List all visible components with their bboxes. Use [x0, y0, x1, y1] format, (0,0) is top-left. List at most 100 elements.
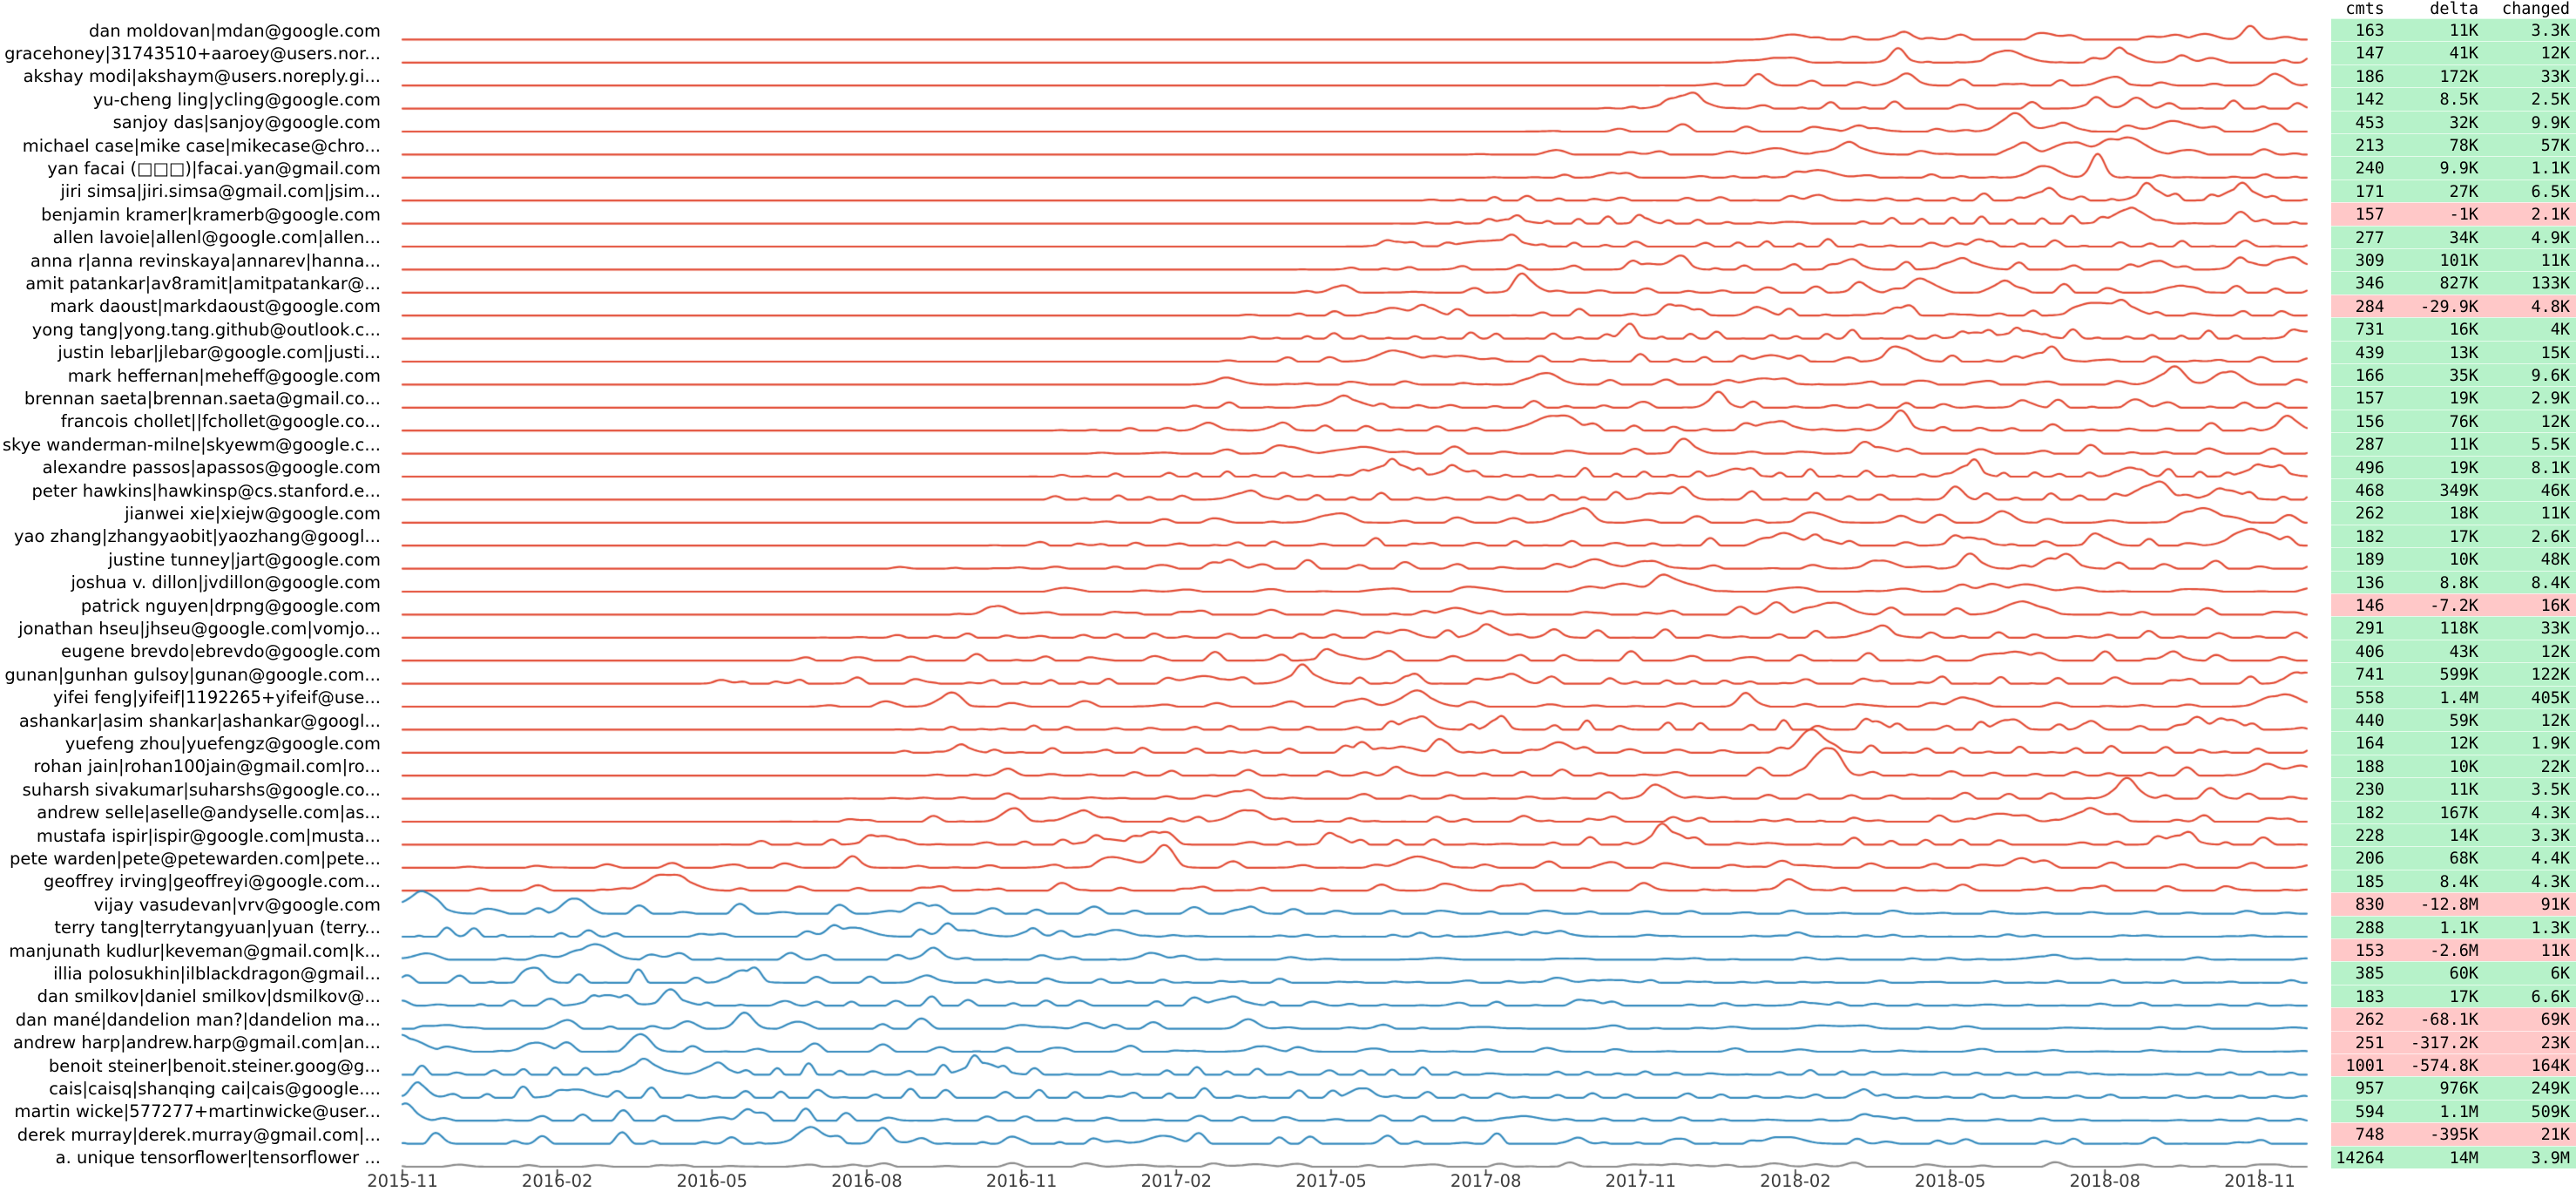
stat-changed: 3.9M — [2531, 1148, 2570, 1168]
stat-delta: 172K — [2439, 67, 2478, 86]
stat-cmts: 186 — [2355, 67, 2384, 86]
contributor-label: eugene brevdo|ebrevdo@google.com — [61, 641, 381, 662]
contributor-label: martin wicke|577277+martinwicke@user... — [14, 1101, 381, 1122]
stat-delta: 32K — [2449, 113, 2478, 132]
stat-changed: 46K — [2540, 482, 2570, 500]
stat-row: 957 976K 249K — [2331, 1076, 2576, 1100]
stat-changed: 1.3K — [2531, 918, 2570, 938]
stat-changed: 5.5K — [2531, 436, 2570, 455]
stat-row: 251 -317.2K 23K — [2331, 1030, 2576, 1053]
stat-changed: 12K — [2540, 412, 2570, 431]
stat-cmts: 163 — [2355, 22, 2384, 40]
stat-delta: 13K — [2449, 343, 2478, 362]
stat-changed: 57K — [2540, 137, 2570, 155]
contributor-label: andrew harp|andrew.harp@gmail.com|an... — [12, 1033, 381, 1053]
stat-delta: -574.8K — [2410, 1057, 2478, 1075]
stat-delta: 8.8K — [2439, 573, 2478, 593]
stat-delta: 349K — [2439, 482, 2478, 500]
contributor-label: yao zhang|zhangyaobit|yaozhang@googl... — [13, 526, 381, 547]
contributor-label: michael case|mike case|mikecase@chro... — [22, 135, 381, 156]
contributor-label: manjunath kudlur|keveman@gmail.com|k... — [9, 940, 381, 961]
contributor-label: justine tunney|jart@google.com — [108, 549, 381, 570]
stat-row: 558 1.4M 405K — [2331, 685, 2576, 708]
stat-cmts: 287 — [2355, 436, 2384, 455]
column-header-changed: changed — [2502, 0, 2570, 18]
stat-delta: 1.1K — [2439, 918, 2478, 938]
stat-cmts: 288 — [2355, 918, 2384, 938]
stat-row: 163 11K 3.3K — [2331, 18, 2576, 42]
stat-row: 157 -1K 2.1K — [2331, 202, 2576, 226]
contributor-label: jiri simsa|jiri.simsa@gmail.com|jsim... — [60, 181, 381, 202]
stat-row: 146 -7.2K 16K — [2331, 593, 2576, 617]
stat-changed: 405K — [2531, 688, 2570, 708]
stat-changed: 4.9K — [2531, 228, 2570, 247]
stat-cmts: 291 — [2355, 620, 2384, 639]
stat-cmts: 439 — [2355, 343, 2384, 362]
stat-changed: 2.1K — [2531, 206, 2570, 225]
contributor-label: amit patankar|av8ramit|amitpatankar@... — [25, 273, 381, 294]
stat-cmts: 1001 — [2345, 1057, 2384, 1075]
stat-row: 288 1.1K 1.3K — [2331, 915, 2576, 938]
contributor-label: andrew selle|aselle@andyselle.com|as... — [37, 803, 381, 823]
stat-delta: 1.1M — [2439, 1102, 2478, 1121]
stat-changed: 3.3K — [2531, 827, 2570, 845]
x-tick-label: 2017-02 — [1140, 1171, 1213, 1191]
stat-delta: -7.2K — [2430, 597, 2478, 615]
stat-changed: 249K — [2531, 1080, 2570, 1099]
stat-row: 189 10K 48K — [2331, 547, 2576, 571]
stat-changed: 164K — [2531, 1057, 2570, 1075]
stat-row: 188 10K 22K — [2331, 754, 2576, 778]
stat-delta: 599K — [2439, 666, 2478, 685]
stat-delta: 60K — [2449, 965, 2478, 984]
stat-changed: 15K — [2540, 343, 2570, 362]
stat-delta: -2.6M — [2430, 942, 2478, 960]
x-tick-label: 2015-11 — [367, 1171, 438, 1191]
contributor-label: gracehoney|31743510+aaroey@users.nor... — [4, 43, 381, 64]
stat-cmts: 748 — [2355, 1126, 2384, 1145]
contributor-label: anna r|anna revinskaya|annarev|hanna... — [30, 250, 381, 271]
contributor-label: derek murray|derek.murray@gmail.com|... — [17, 1124, 381, 1145]
stat-changed: 1.1K — [2531, 159, 2570, 179]
stat-row: 164 12K 1.9K — [2331, 731, 2576, 755]
stat-cmts: 240 — [2355, 159, 2384, 179]
stat-row: 291 118K 33K — [2331, 616, 2576, 640]
stat-cmts: 182 — [2355, 803, 2384, 823]
x-tick-label: 2018-08 — [2069, 1171, 2141, 1191]
stat-changed: 4.4K — [2531, 850, 2570, 869]
stat-cmts: 230 — [2355, 781, 2384, 800]
contributor-label: yuefeng zhou|yuefengz@google.com — [64, 733, 381, 754]
contributor-label: terry tang|terrytangyuan|yuan (terry... — [54, 918, 381, 938]
contributor-label: brennan saeta|brennan.saeta@gmail.co... — [24, 388, 381, 409]
contributor-labels: dan moldovan|mdan@google.com gracehoney|3… — [0, 0, 381, 1189]
stat-cmts: 164 — [2355, 735, 2384, 754]
stat-cmts: 146 — [2355, 597, 2384, 615]
stat-delta: 16K — [2449, 321, 2478, 340]
stat-cmts: 188 — [2355, 757, 2384, 776]
stat-row: 142 8.5K 2.5K — [2331, 87, 2576, 111]
contributor-label: peter hawkins|hawkinsp@cs.stanford.e... — [31, 480, 381, 501]
contributor-label: dan smilkov|daniel smilkov|dsmilkov@... — [37, 986, 381, 1007]
stat-delta: 68K — [2449, 850, 2478, 869]
stat-cmts: 157 — [2355, 206, 2384, 225]
stat-row: 309 101K 11K — [2331, 248, 2576, 272]
stat-row: 406 43K 12K — [2331, 639, 2576, 663]
stat-row: 136 8.8K 8.4K — [2331, 570, 2576, 593]
stat-delta: 41K — [2449, 44, 2478, 64]
stat-delta: 11K — [2449, 781, 2478, 800]
stat-delta: 76K — [2449, 412, 2478, 431]
stat-changed: 33K — [2540, 620, 2570, 639]
stat-cmts: 346 — [2355, 274, 2384, 294]
stat-changed: 11K — [2540, 505, 2570, 524]
stat-row: 147 41K 12K — [2331, 41, 2576, 64]
stat-cmts: 171 — [2355, 182, 2384, 201]
x-tick-label: 2016-08 — [831, 1171, 903, 1191]
stat-changed: 23K — [2540, 1033, 2570, 1053]
column-header-delta: delta — [2430, 0, 2478, 18]
stat-row: 182 17K 2.6K — [2331, 524, 2576, 548]
stat-delta: 34K — [2449, 228, 2478, 247]
stat-delta: 17K — [2449, 987, 2478, 1006]
stat-cmts: 385 — [2355, 965, 2384, 984]
stat-row: 277 34K 4.9K — [2331, 225, 2576, 248]
stat-changed: 6.6K — [2531, 987, 2570, 1006]
